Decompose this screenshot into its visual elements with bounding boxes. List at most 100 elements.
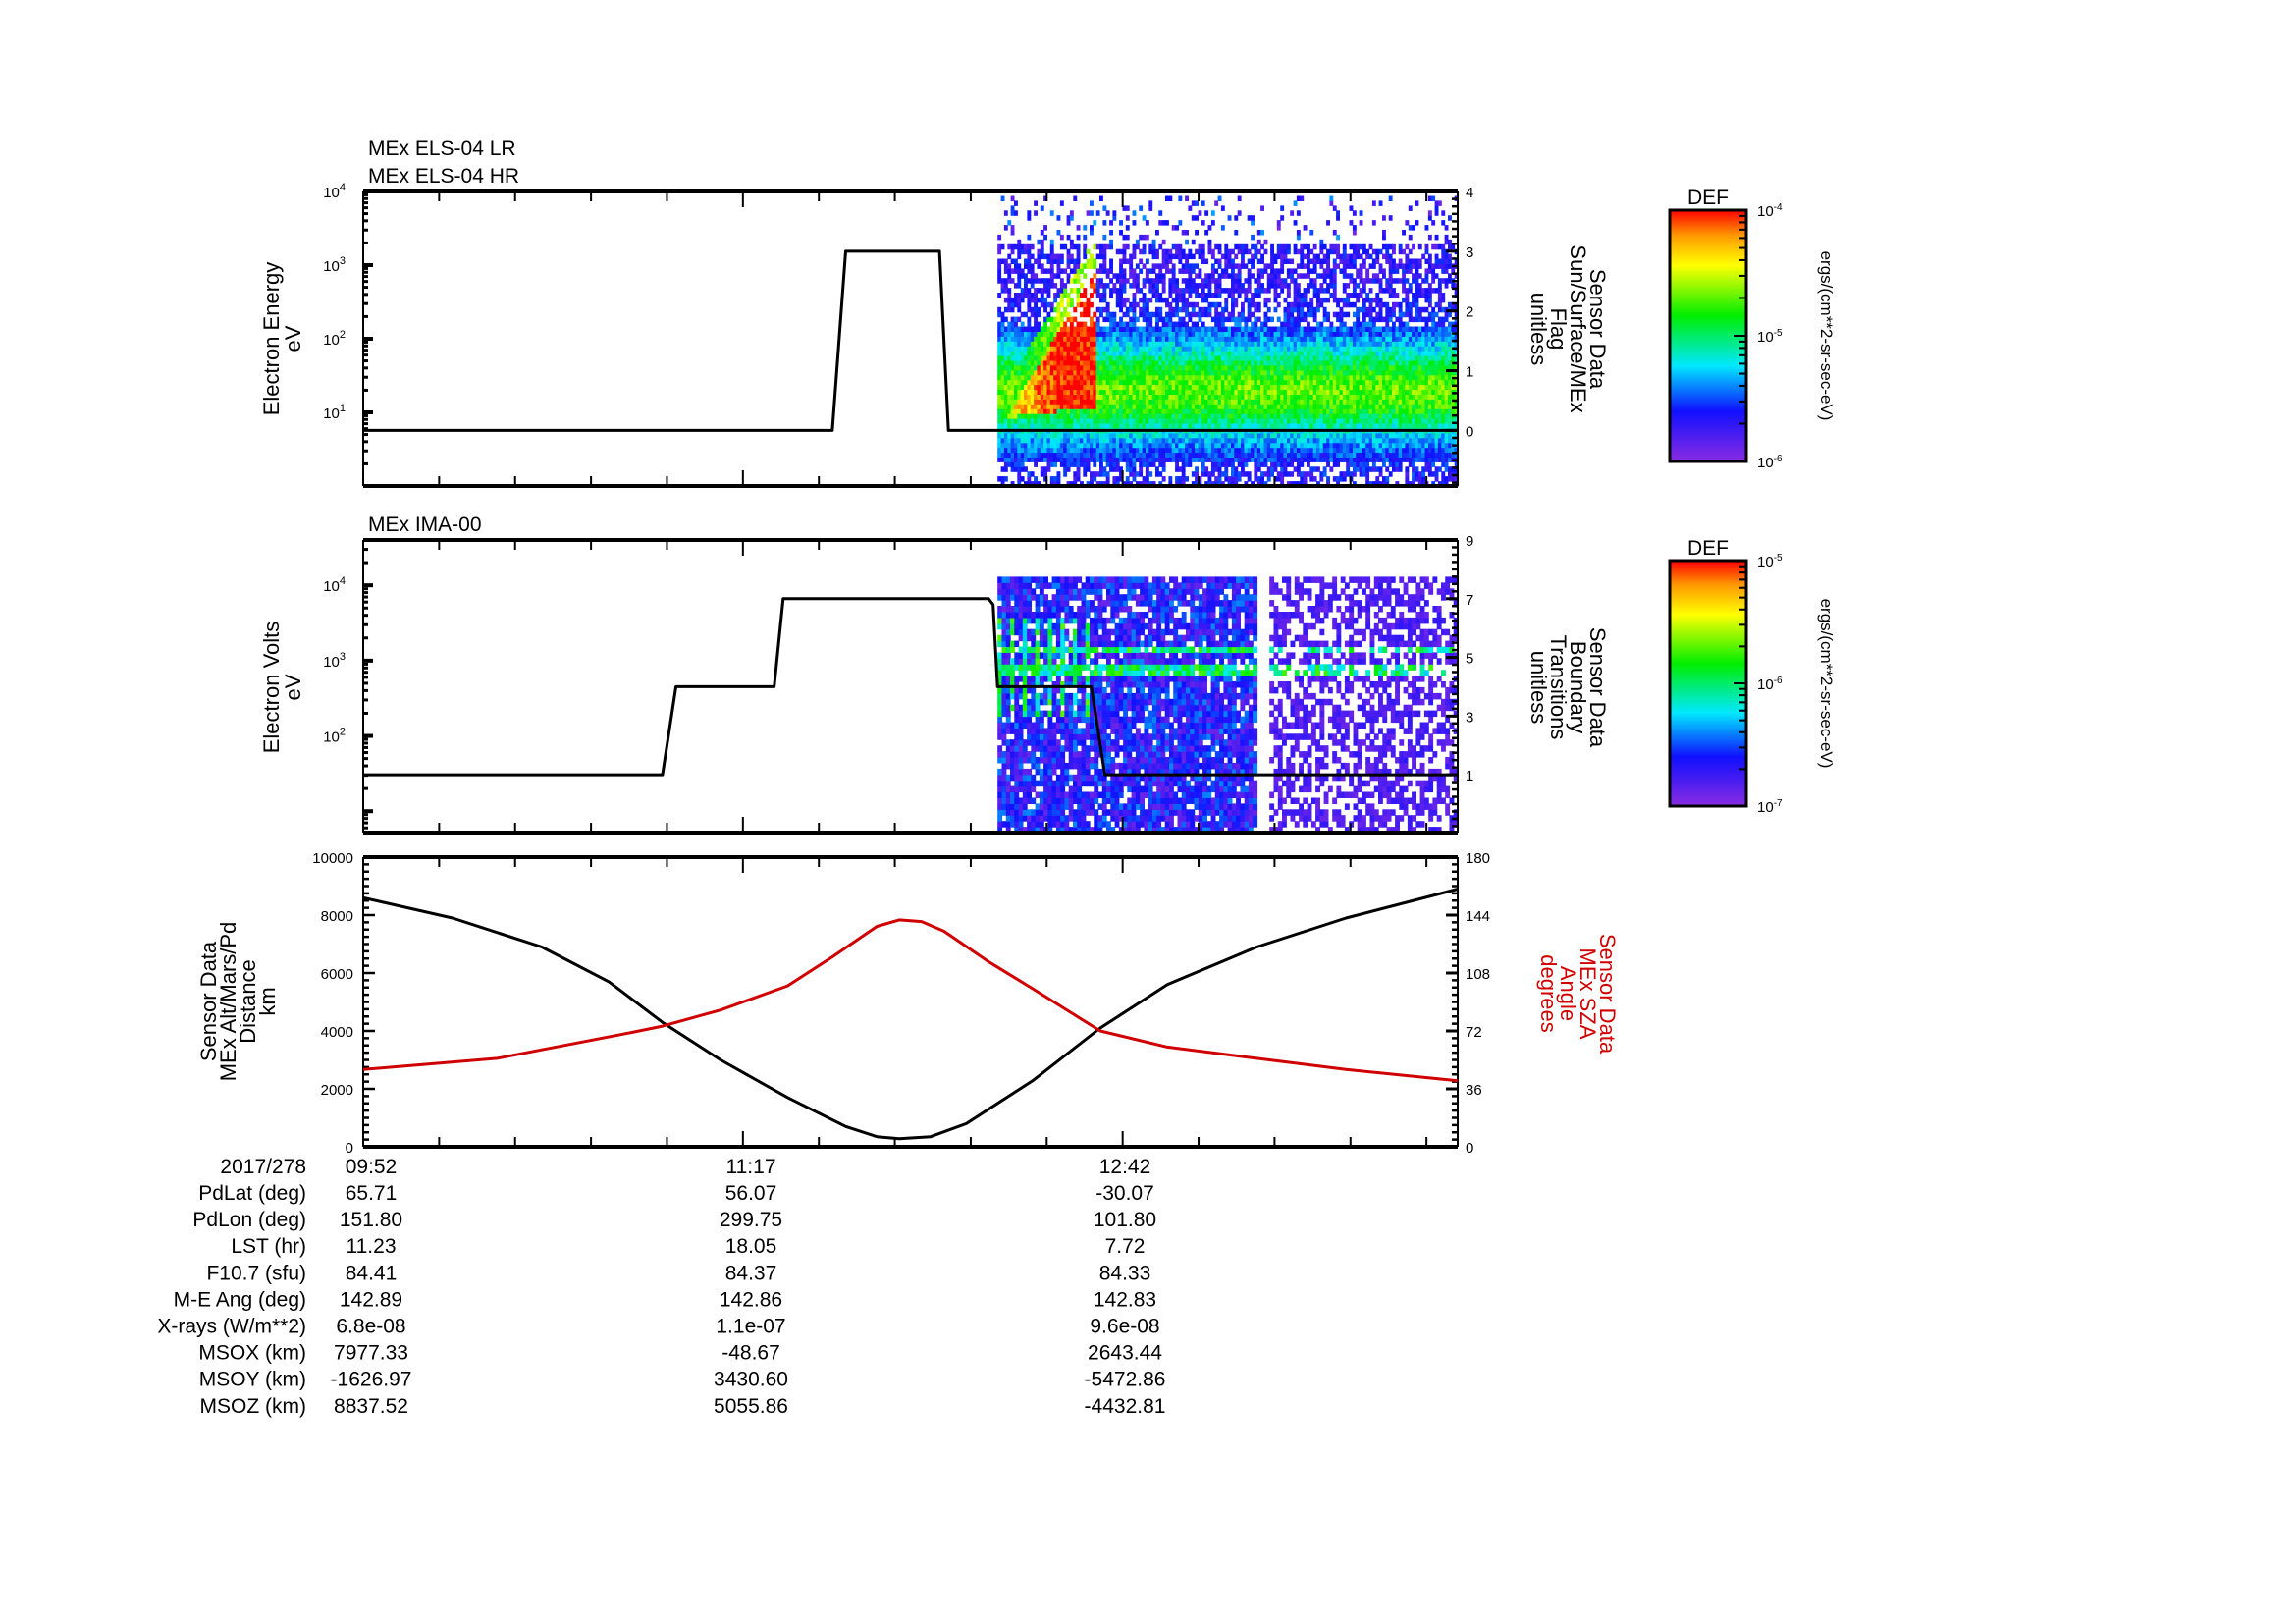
spectrogram-cell [1095, 423, 1100, 429]
spectrogram-cell [1129, 283, 1134, 289]
spectrogram-cell [1356, 432, 1361, 439]
spectrogram-cell [1319, 359, 1324, 366]
spectrogram-cell [1326, 384, 1330, 391]
spectrogram-cell [1375, 331, 1380, 337]
spectrogram-cell [1280, 408, 1285, 414]
spectrogram-cell [1049, 273, 1054, 279]
spectrogram-cell [1043, 301, 1047, 308]
spectrogram-cell [1326, 248, 1330, 255]
spectrogram-cell [1161, 297, 1166, 303]
spectrogram-cell [1217, 331, 1222, 337]
spectrogram-cell [1371, 263, 1376, 269]
spectrogram-cell [1135, 346, 1140, 352]
spectrogram-cell [1139, 432, 1144, 439]
spectrogram-cell [1342, 341, 1347, 347]
spectrogram-cell [1178, 359, 1183, 366]
spectrogram-cell [1165, 195, 1169, 201]
spectrogram-cell [1069, 351, 1074, 356]
panel1-y2label-line: unitless [1526, 293, 1551, 366]
spectrogram-cell [1191, 452, 1196, 458]
spectrogram-cell [1125, 311, 1130, 318]
spectrogram-cell [1346, 461, 1351, 467]
spectrogram-cell [1083, 447, 1088, 454]
spectrogram-cell [1102, 336, 1107, 342]
spectrogram-cell [1043, 369, 1047, 376]
spectrogram-cell [1145, 321, 1149, 328]
spectrogram-cell [1191, 355, 1196, 361]
spectrogram-cell [1155, 408, 1159, 414]
spectrogram-cell [1112, 389, 1117, 395]
spectrogram-cell [1139, 311, 1144, 318]
spectrogram-cell [1247, 288, 1252, 294]
spectrogram-cell [1132, 293, 1137, 298]
spectrogram-cell [1368, 442, 1373, 449]
spectrogram-cell [1139, 457, 1144, 462]
spectrogram-cell [1105, 374, 1110, 381]
spectrogram-cell [1109, 220, 1113, 226]
spectrogram-cell [1356, 351, 1361, 356]
spectrogram-cell [1198, 351, 1202, 356]
spectrogram-cell [1365, 471, 1370, 477]
spectrogram-cell [1352, 331, 1357, 337]
spectrogram-cell [1349, 205, 1354, 211]
spectrogram-cell [1214, 243, 1219, 250]
spectrogram-cell [1181, 418, 1186, 424]
spectrogram-cell [1053, 461, 1058, 467]
spectrogram-cell [1365, 437, 1370, 444]
spectrogram-cell [1352, 230, 1357, 236]
spectrogram-cell [1053, 321, 1058, 328]
spectrogram-cell [1352, 336, 1357, 342]
spectrogram-cell [1178, 336, 1183, 342]
spectrogram-cell [1168, 283, 1173, 289]
spectrogram-cell [1093, 263, 1097, 269]
spectrogram-cell [1326, 457, 1330, 462]
spectrogram-cell [1326, 442, 1330, 449]
spectrogram-cell [1112, 331, 1117, 337]
spectrogram-cell [1046, 379, 1051, 386]
spectrogram-cell [1368, 447, 1373, 454]
spectrogram-cell [1375, 273, 1380, 279]
spectrogram-cell [1198, 418, 1202, 424]
spectrogram-cell [1237, 399, 1242, 405]
spectrogram-cell [1254, 346, 1258, 352]
spectrogram-cell [1090, 326, 1094, 332]
spectrogram-cell [1359, 355, 1363, 361]
spectrogram-cell [1234, 230, 1239, 236]
spectrogram-cell [1066, 248, 1071, 255]
spectrogram-cell [1112, 437, 1117, 444]
spectrogram-cell [1276, 225, 1281, 231]
spectrogram-cell [1073, 437, 1078, 444]
spectrogram-cell [1352, 326, 1357, 332]
spectrogram-cell [1349, 394, 1354, 400]
spectrogram-cell [1181, 369, 1186, 376]
spectrogram-cell [1040, 394, 1044, 400]
spectrogram-cell [1056, 215, 1061, 221]
spectrogram-cell [1017, 346, 1022, 352]
spectrogram-cell [1027, 336, 1032, 342]
spectrogram-cell [1171, 288, 1176, 294]
spectrogram-cell [1161, 394, 1166, 400]
spectrogram-cell [1132, 243, 1137, 250]
spectrogram-cell [1017, 457, 1022, 462]
spectrogram-cell [1207, 379, 1212, 386]
spectrogram-cell [1049, 481, 1054, 487]
spectrogram-cell [1069, 461, 1074, 467]
spectrogram-cell [1142, 437, 1147, 444]
spectrogram-cell [1017, 326, 1022, 332]
spectrogram-cell [1256, 442, 1261, 449]
spectrogram-cell [1365, 374, 1370, 381]
spectrogram-cell [1024, 273, 1028, 279]
spectrogram-cell [1251, 394, 1255, 400]
spectrogram-cell [1014, 359, 1018, 366]
spectrogram-cell [1132, 351, 1137, 356]
spectrogram-cell [1195, 404, 1199, 409]
spectrogram-cell [1148, 355, 1153, 361]
spectrogram-cell [1086, 466, 1091, 472]
spectrogram-cell [1346, 346, 1351, 352]
spectrogram-cell [1105, 476, 1110, 482]
spectrogram-cell [1175, 389, 1179, 395]
spectrogram-cell [1300, 263, 1305, 269]
spectrogram-cell [1201, 447, 1205, 454]
spectrogram-cell [1083, 457, 1088, 462]
spectrogram-cell [1158, 437, 1163, 444]
